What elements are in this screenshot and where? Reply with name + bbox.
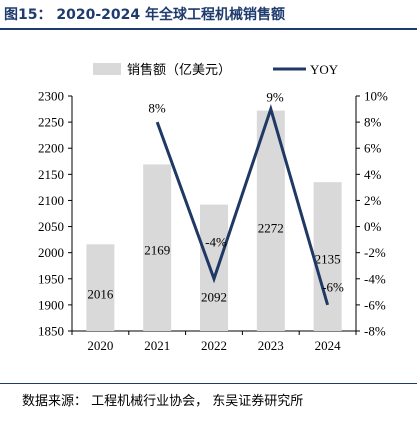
bar-2021: [143, 164, 172, 331]
bar-value-label: 2016: [87, 287, 114, 302]
legend-bar-swatch: [93, 63, 121, 75]
y-right-tick-label: -8%: [364, 324, 386, 339]
y-left-tick-label: 1850: [38, 324, 64, 339]
bar-2024: [313, 182, 342, 331]
bar-value-label: 2092: [201, 290, 227, 305]
bar-2022: [200, 204, 228, 331]
sales-yoy-chart: 1850 1900 1950 2000 2050 2100 2150 2200 2250 2300…: [38, 62, 388, 353]
chart-title: 图15： 2020-2024 年全球工程机械销售额: [4, 7, 285, 23]
y-left-tick-label: 2300: [38, 89, 64, 104]
y-left-tick-label: 2200: [38, 141, 64, 156]
y-left-tick-label: 2250: [38, 115, 64, 130]
source-note: 数据来源： 工程机械行业协会， 东吴证券研究所: [22, 394, 304, 409]
y-right-tick-label: 2%: [364, 193, 382, 208]
yoy-value-label: -4%: [205, 235, 227, 250]
bar-value-label: 2169: [144, 243, 170, 258]
yoy-line: [155, 104, 330, 306]
y-right-tick-label: -6%: [364, 297, 386, 312]
yoy-value-label: 8%: [148, 101, 166, 116]
y-right-tick-label: -4%: [364, 271, 386, 286]
x-tick-label: 2020: [87, 338, 113, 353]
y-right-tick-label: 8%: [364, 115, 382, 130]
x-tick-label: 2022: [201, 338, 227, 353]
y-left-tick-label: 2050: [38, 219, 64, 234]
bar-value-label: 2135: [315, 252, 341, 267]
legend-bar-label: 销售额（亿美元）: [127, 62, 231, 77]
y-left-tick-label: 1900: [38, 297, 64, 312]
yoy-value-label: 9%: [266, 90, 284, 105]
source-divider: [0, 383, 417, 384]
yoy-value-label: -6%: [322, 280, 344, 295]
y-left-tick-label: 1950: [38, 271, 64, 286]
legend-line-label: YOY: [310, 62, 339, 77]
y-right-tick-label: 0%: [364, 219, 382, 234]
bar-2020: [86, 244, 115, 331]
x-tick-label: 2024: [315, 338, 342, 353]
y-right-tick-label: -2%: [364, 245, 386, 260]
title-divider: [0, 28, 417, 30]
y-left-tick-label: 2150: [38, 167, 64, 182]
y-right-tick-label: 6%: [364, 141, 382, 156]
bar-2023: [256, 110, 285, 331]
y-left-tick-label: 2000: [38, 245, 64, 260]
y-left-tick-label: 2100: [38, 193, 64, 208]
y-right-tick-label: 10%: [364, 89, 388, 104]
x-tick-label: 2021: [144, 338, 170, 353]
y-right-tick-label: 4%: [364, 167, 382, 182]
x-tick-label: 2023: [258, 338, 284, 353]
bar-value-label: 2272: [258, 221, 284, 236]
